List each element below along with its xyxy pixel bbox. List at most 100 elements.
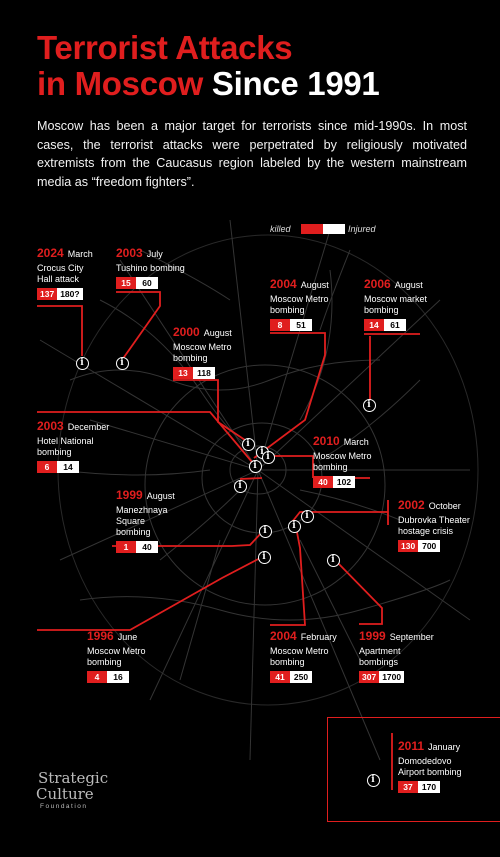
domodedovo-inset-box [327,717,500,822]
info-pin-icon[interactable]: i [258,524,272,538]
event-year: 1999 [359,629,386,643]
info-pin-icon[interactable]: i [248,459,262,473]
killed-count: 8 [270,319,290,331]
event-month: August [394,280,423,290]
event-year: 2002 [398,498,425,512]
event-description: Dubrovka Theater hostage crisis [398,515,470,536]
event-card-metro-2004-feb: 2004 February Moscow Metro bombing 41 250 [270,629,337,683]
event-year: 2010 [313,434,340,448]
injured-count: 118 [193,367,215,379]
event-description: Moscow Metro bombing [173,342,232,363]
event-description: Hotel National bombing [37,436,94,457]
info-pin-icon[interactable]: i [326,553,340,567]
event-month: January [428,742,461,752]
injured-count: 51 [290,319,312,331]
injured-count: 16 [107,671,129,683]
event-month: February [300,632,337,642]
info-pin-icon[interactable]: i [287,519,301,533]
info-pin-icon[interactable]: i [366,773,380,787]
legend-killed-swatch [301,224,323,234]
logo-line-3: Foundation [40,803,88,810]
info-pin-icon[interactable]: i [261,450,275,464]
injured-count: 170 [418,781,440,793]
info-pin-icon[interactable]: i [300,509,314,523]
event-year: 2004 [270,277,297,291]
info-pin-icon[interactable]: i [362,398,376,412]
event-card-tushino: 2003 July Tushino bombing 15 60 [116,246,185,289]
event-year: 2000 [173,325,200,339]
event-card-metro-2004-aug: 2004 August Moscow Metro bombing 8 51 [270,277,329,331]
event-month: August [203,328,232,338]
event-year: 2003 [37,419,64,433]
legend-killed-label: killed [270,224,291,234]
event-year: 2011 [398,739,425,753]
event-card-metro-1996: 1996 June Moscow Metro bombing 4 16 [87,629,146,683]
event-card-hotel-national: 2003 December Hotel National bombing 6 14 [37,419,109,473]
killed-count: 15 [116,277,136,289]
title-line-2-red: in Moscow [37,65,203,102]
event-card-manezhnaya: 1999 August Manezhnaya Square bombing 1 40 [116,488,175,553]
event-description: Moscow market bombing [364,294,428,315]
event-description: Moscow Metro bombing [87,646,146,667]
injured-count: 40 [136,541,158,553]
killed-count: 4 [87,671,107,683]
info-pin-icon[interactable]: i [241,437,255,451]
event-year: 2024 [37,246,64,260]
injured-count: 250 [290,671,312,683]
event-card-metro-2010: 2010 March Moscow Metro bombing 40 102 [313,434,372,488]
killed-count: 40 [313,476,333,488]
killed-count: 41 [270,671,290,683]
event-card-market-2006: 2006 August Moscow market bombing 14 61 [364,277,427,331]
event-card-crocus: 2024 March Crocus City Hall attack 137 180… [37,246,93,300]
event-year: 2006 [364,277,391,291]
event-description: Manezhnaya Square bombing [116,505,168,537]
injured-count: 1700 [379,671,405,683]
title-line-1: Terrorist Attacks [37,29,293,66]
info-pin-icon[interactable]: i [257,550,271,564]
event-card-metro-2000: 2000 August Moscow Metro bombing 13 118 [173,325,232,379]
event-description: Domodedovo Airport bombing [398,756,462,777]
killed-count: 1 [116,541,136,553]
logo-line-2: Culture [36,785,94,803]
injured-count: 102 [333,476,355,488]
info-pin-icon[interactable]: i [115,356,129,370]
event-year: 1996 [87,629,114,643]
title-line-2: in Moscow Since 1991 [37,65,380,102]
injured-count: 61 [384,319,406,331]
event-card-apartment-bombings: 1999 September Apartment bombings 307 1700 [359,629,434,683]
legend-injured-label: Injured [348,224,376,234]
event-description: Tushino bombing [116,263,185,273]
event-month: July [146,249,163,259]
title-line-2-white: Since 1991 [211,65,380,102]
event-description: Moscow Metro bombing [270,294,329,315]
killed-count: 307 [359,671,380,683]
injured-count: 14 [57,461,79,473]
killed-count: 6 [37,461,57,473]
leader-lines [37,291,420,790]
event-card-dubrovka: 2002 October Dubrovka Theater hostage cri… [398,498,470,552]
event-month: August [300,280,329,290]
info-pin-icon[interactable]: i [233,479,247,493]
event-description: Apartment bombings [359,646,401,667]
logo-line-1: Strategic [38,769,109,787]
killed-count: 130 [398,540,419,552]
injured-count: 60 [136,277,158,289]
killed-count: 13 [173,367,193,379]
event-month: March [343,437,369,447]
injured-count: 700 [418,540,441,552]
event-description: Crocus City Hall attack [37,263,84,284]
page-title: Terrorist Attacks in Moscow Since 1991 [37,29,380,102]
event-month: September [389,632,434,642]
event-description: Moscow Metro bombing [313,451,372,472]
intro-text: Moscow has been a major target for terro… [37,119,467,189]
killed-count: 137 [37,288,58,300]
strategic-culture-logo: Strategic Culture Foundation [36,769,109,810]
event-year: 1999 [116,488,143,502]
event-month: June [117,632,138,642]
event-year: 2003 [116,246,143,260]
info-pin-icon[interactable]: i [75,356,89,370]
event-month: March [67,249,93,259]
event-month: October [428,501,461,511]
killed-count: 14 [364,319,384,331]
